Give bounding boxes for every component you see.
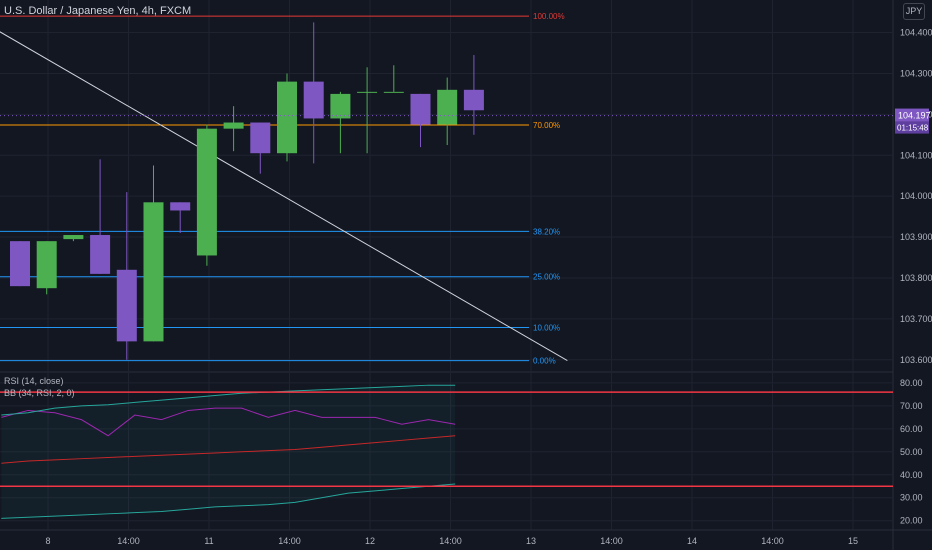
candle-down[interactable] [463,89,484,111]
fib-level-label: 38.20% [533,227,560,236]
price-tick-label: 104.300 [900,68,932,78]
countdown-badge [895,121,929,134]
fib-level-label: 100.00% [533,12,565,21]
fib-level-label: 25.00% [533,273,560,282]
time-tick-label: 11 [204,536,213,546]
candle-up[interactable] [143,202,164,342]
candle-up[interactable] [223,122,244,129]
price-tick-label: 103.700 [900,314,932,324]
time-tick-label: 14:00 [439,536,462,546]
currency-badge[interactable]: JPY [903,3,925,20]
candle-down[interactable] [10,241,30,287]
fib-level-label: 70.00% [533,121,560,130]
bb-upper-line[interactable] [1,384,456,416]
interval-label: 4h [141,5,154,17]
time-tick-label: 8 [45,536,50,546]
fib-level-label: 10.00% [533,323,560,332]
time-tick-label: 14:00 [761,536,784,546]
time-tick-label: 14:00 [278,536,301,546]
candle-up[interactable] [277,81,297,154]
rsi-tick-label: 20.00 [900,516,923,526]
candle-up[interactable] [36,241,57,289]
trendline[interactable] [0,20,568,362]
candle-up[interactable] [437,89,458,125]
candle-up[interactable] [383,91,404,93]
price-axis[interactable]: 104.400104.300104.200104.100104.000103.9… [0,28,932,526]
candle-down[interactable] [410,93,431,125]
price-tick-label: 103.600 [900,355,932,365]
candle-down[interactable] [90,235,111,274]
exchange-label: FXCM [159,5,192,17]
time-tick-label: 14:00 [117,536,140,546]
candle-down[interactable] [250,122,271,154]
candle-up[interactable] [357,91,378,93]
rsi-tick-label: 50.00 [900,447,923,457]
time-tick-label: 15 [848,536,858,546]
last-price-badge [895,108,929,122]
bb-basis-line[interactable] [1,435,456,464]
fib-retracement[interactable]: 100.00% 70.00% 38.20% 25.00% 10.00% 0.00% [0,12,565,366]
candle-up[interactable] [196,128,217,256]
candle-down[interactable] [170,202,191,211]
price-tick-label: 103.800 [900,273,932,283]
bb-lower-line[interactable] [1,483,456,519]
bb-legend[interactable]: BB (34, RSI, 2, 0) [4,388,75,398]
last-price-label: 104.197 [898,111,931,121]
rsi-tick-label: 30.00 [900,493,923,503]
time-axis[interactable]: 8 14:00 11 14:00 12 14:00 13 14:00 14 14:00 15 [45,536,858,546]
bb-fill [1,385,456,519]
rsi-tick-label: 40.00 [900,470,923,480]
candles[interactable] [10,22,484,360]
price-tick-label: 104.400 [900,28,932,38]
time-tick-label: 14:00 [600,536,623,546]
price-tick-label: 103.900 [900,232,932,242]
rsi-line[interactable] [1,407,456,437]
price-tick-label: 104.100 [900,150,932,160]
candle-down[interactable] [116,269,137,342]
time-tick-label: 12 [365,536,375,546]
price-tick-label: 104.000 [900,191,932,201]
fib-level-label: 0.00% [533,357,556,366]
chart-title: U.S. Dollar / Japanese Yen, 4h, FXCM [4,5,192,17]
candle-up[interactable] [63,235,84,240]
rsi-legend[interactable]: RSI (14, close) [4,376,64,386]
rsi-tick-label: 60.00 [900,424,923,434]
candle-down[interactable] [303,81,324,119]
trendline-segment[interactable] [0,20,568,362]
countdown-label: 01:15:48 [897,124,929,133]
symbol-name: U.S. Dollar / Japanese Yen [4,5,136,17]
time-tick-label: 14 [687,536,697,546]
time-tick-label: 13 [526,536,536,546]
candle-up[interactable] [330,93,351,119]
rsi-pane[interactable] [0,384,893,519]
rsi-tick-label: 80.00 [900,378,923,388]
rsi-tick-label: 70.00 [900,401,923,411]
